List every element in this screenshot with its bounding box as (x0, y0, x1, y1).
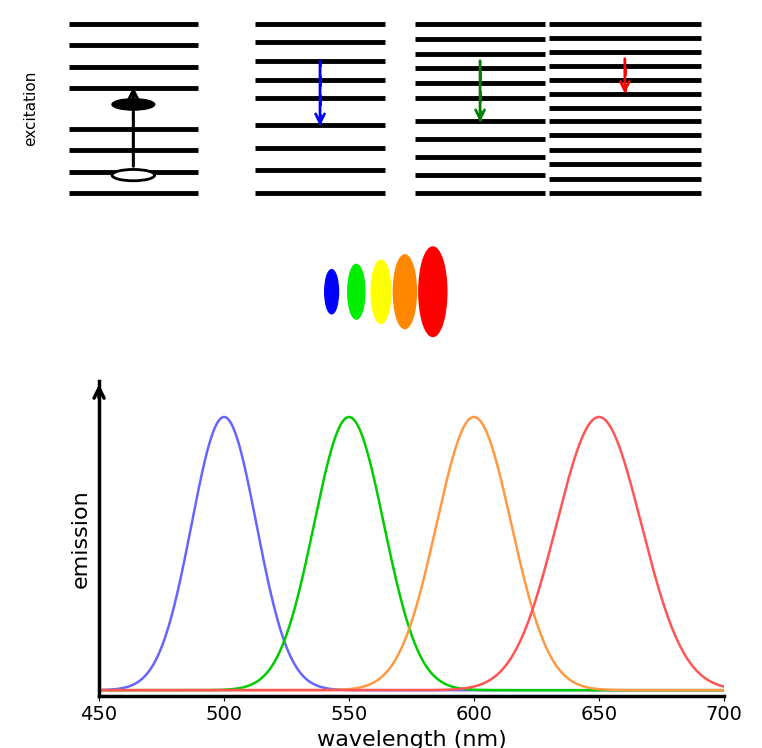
Y-axis label: emission: emission (71, 489, 91, 588)
Ellipse shape (347, 264, 365, 319)
Circle shape (112, 170, 155, 181)
Ellipse shape (371, 260, 391, 323)
X-axis label: wavelength (nm): wavelength (nm) (316, 730, 507, 748)
Ellipse shape (325, 269, 338, 314)
Text: excitation: excitation (23, 71, 38, 146)
Ellipse shape (419, 247, 447, 337)
Ellipse shape (393, 255, 416, 328)
Circle shape (112, 99, 155, 110)
